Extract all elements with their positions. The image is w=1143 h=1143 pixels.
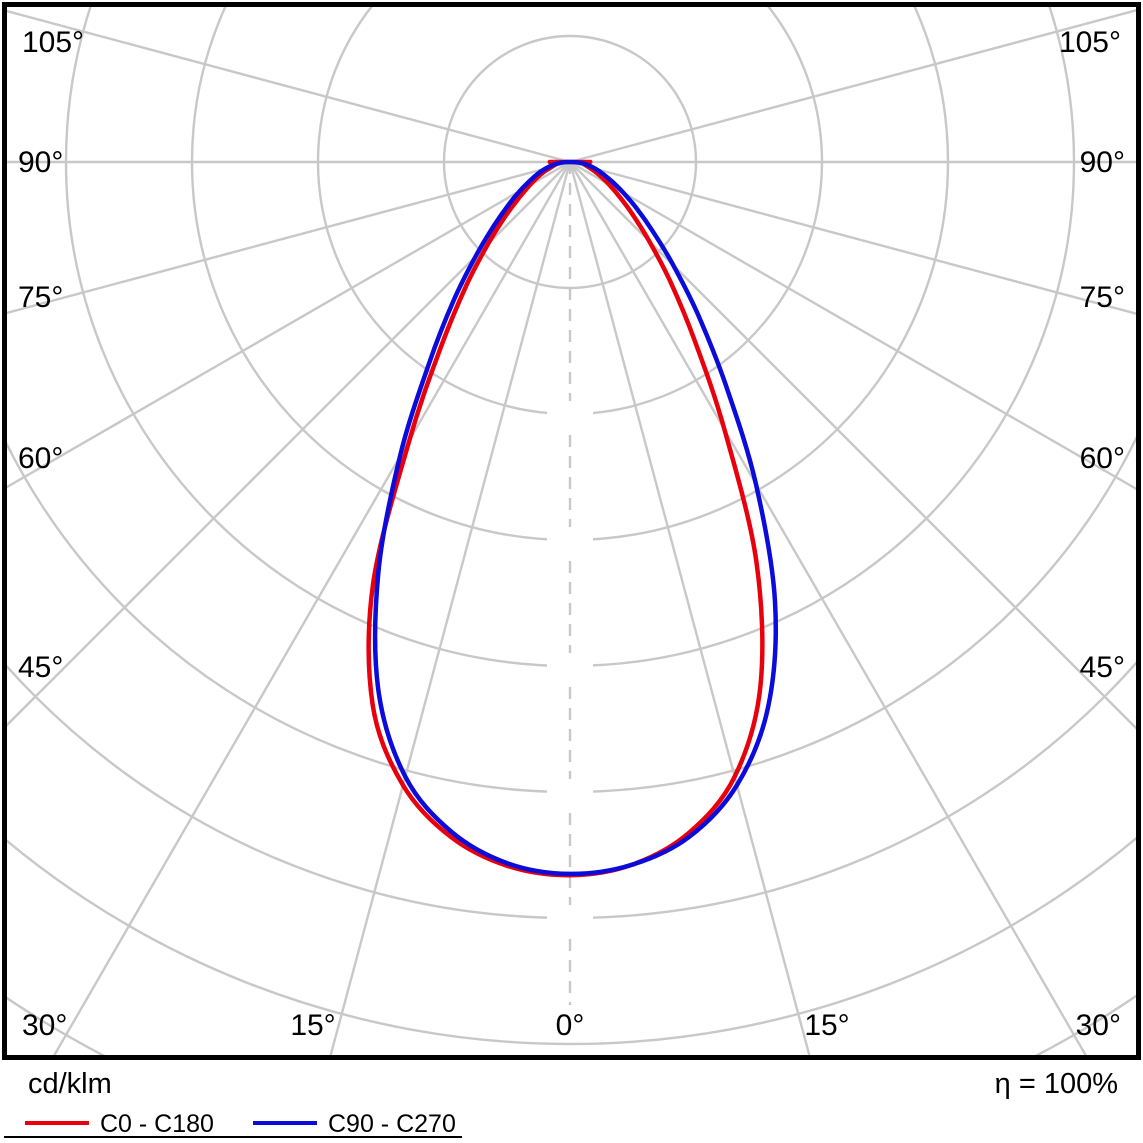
intensity-curves bbox=[366, 159, 778, 878]
angle-label: 15° bbox=[290, 1009, 335, 1042]
curve-c90-c270 bbox=[372, 159, 778, 877]
grid-radial bbox=[569, 161, 1136, 730]
angle-label: 60° bbox=[1080, 442, 1125, 475]
angle-label: 45° bbox=[1080, 651, 1125, 684]
grid-radial bbox=[7, 9, 571, 164]
polar-chart: 105° 105° 90° 90° 75° 75° 60° 60° 45° 45° 30° 15° 0°… bbox=[2, 2, 1141, 1060]
angle-label: 75° bbox=[18, 281, 63, 314]
ring-label-placeholder bbox=[547, 527, 593, 553]
angle-label: 45° bbox=[18, 651, 63, 684]
legend-swatch-c0-c180 bbox=[25, 1121, 89, 1125]
grid-radial bbox=[568, 161, 1089, 1057]
grid-radial bbox=[568, 161, 812, 1057]
grid-radial bbox=[7, 160, 571, 315]
angle-label: 30° bbox=[1076, 1009, 1121, 1042]
angle-label: 30° bbox=[22, 1009, 67, 1042]
grid-radial bbox=[328, 161, 572, 1057]
angle-label: 0° bbox=[556, 1009, 585, 1042]
grid-radial bbox=[7, 160, 571, 489]
efficiency-label: η = 100% bbox=[994, 1068, 1118, 1100]
footer-rule bbox=[4, 1136, 462, 1138]
angle-label: 90° bbox=[1080, 146, 1125, 179]
angle-label: 105° bbox=[22, 26, 84, 59]
grid-ring bbox=[7, 836, 1136, 1045]
grid-radial bbox=[569, 9, 1136, 164]
chart-border bbox=[2, 2, 1141, 1060]
ring-label-placeholder bbox=[547, 779, 593, 805]
chart-footer: cd/klm η = 100% C0 - C180 C90 - C270 bbox=[0, 1062, 1143, 1143]
legend-swatch-c90-c270 bbox=[253, 1121, 317, 1125]
legend-label-c0-c180: C0 - C180 bbox=[100, 1110, 214, 1138]
legend: C0 - C180 C90 - C270 bbox=[0, 1108, 1143, 1140]
angle-label: 75° bbox=[1080, 281, 1125, 314]
ring-label-placeholder bbox=[547, 653, 593, 679]
unit-label: cd/klm bbox=[28, 1068, 112, 1100]
grid-radial bbox=[51, 161, 572, 1057]
polar-grid bbox=[7, 7, 1136, 1057]
grid-radial bbox=[569, 160, 1136, 315]
angle-label: 90° bbox=[18, 146, 63, 179]
angle-label: 15° bbox=[804, 1009, 849, 1042]
ring-label-placeholder bbox=[547, 905, 593, 931]
grid-radial bbox=[569, 160, 1136, 491]
ring-label-placeholder bbox=[547, 401, 593, 427]
angle-label: 60° bbox=[18, 442, 63, 475]
curve-c0-c180 bbox=[366, 159, 765, 878]
grid-radial bbox=[7, 161, 571, 727]
angle-label: 105° bbox=[1059, 26, 1121, 59]
legend-label-c90-c270: C90 - C270 bbox=[328, 1110, 456, 1138]
